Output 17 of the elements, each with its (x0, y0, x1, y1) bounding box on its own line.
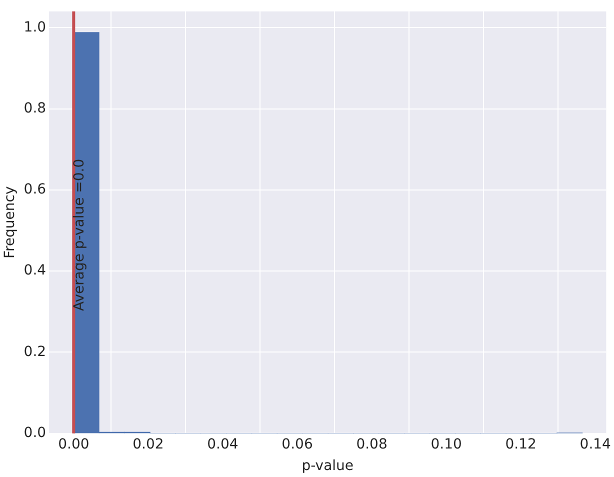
x-tick-label: 0.06 (282, 436, 313, 452)
y-tick-label: 0.2 (24, 344, 46, 360)
ref-line-label: Average p-value =0.0 (71, 158, 88, 312)
x-axis-title: p-value (302, 458, 354, 474)
x-tick-label: 0.14 (580, 436, 612, 452)
x-tick-label: 0.12 (505, 436, 536, 452)
x-tick-label: 0.10 (430, 436, 462, 452)
x-tick-label: 0.02 (132, 436, 164, 452)
y-tick-label: 1.0 (24, 19, 46, 36)
y-axis-title: Frequency (2, 186, 18, 259)
x-tick-label: 0.00 (58, 436, 90, 452)
y-tick-label: 0.4 (24, 262, 46, 279)
y-tick-label: 0.6 (24, 182, 46, 198)
x-tick-label: 0.04 (207, 436, 238, 452)
x-tick-label: 0.08 (356, 436, 388, 452)
y-tick-label: 0.0 (24, 425, 46, 442)
y-tick-label: 0.8 (24, 100, 46, 116)
